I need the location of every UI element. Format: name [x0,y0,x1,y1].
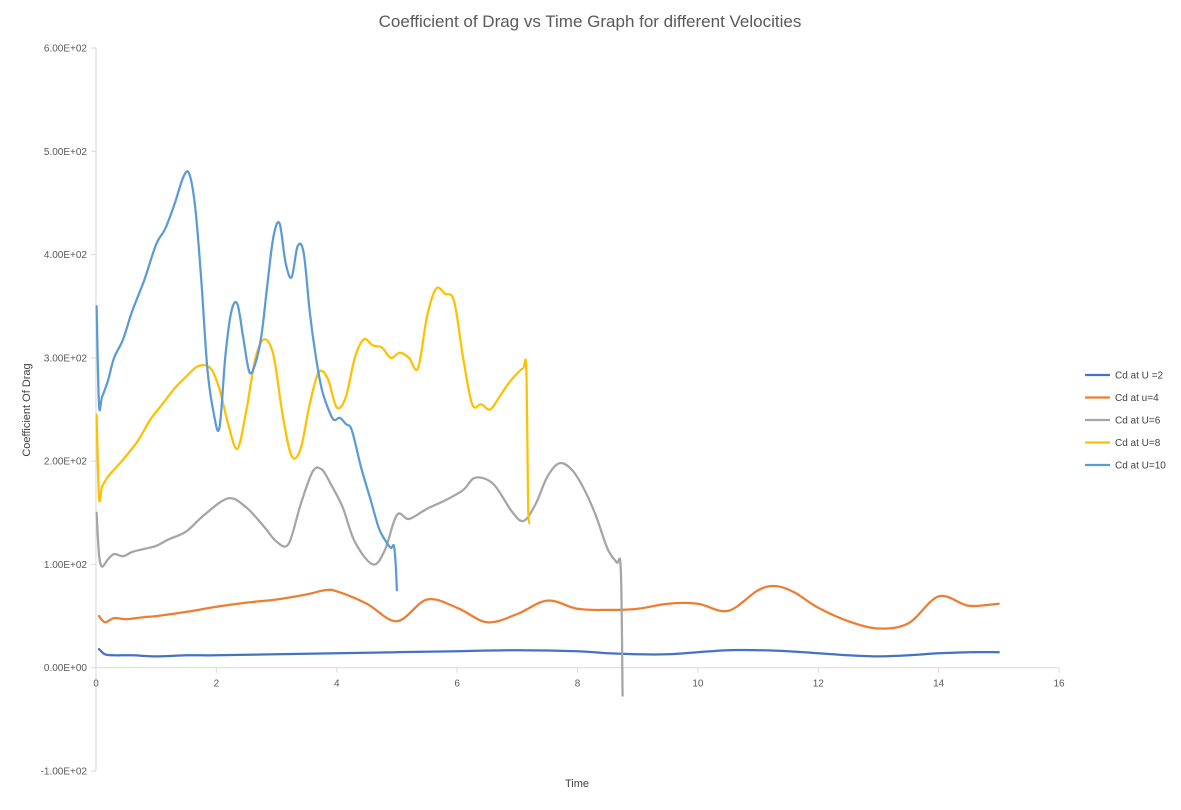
series-line-cd-at-u-10 [95,170,399,592]
series-line-cd-at-u-8 [95,286,531,525]
legend: Cd at U =2 Cd at u=4 Cd at U=6 Cd at U=8 Cd … [1085,371,1166,472]
legend-label-cd-at-u-8: Cd at U=8 [1115,438,1161,449]
series-line-cd-at-u-4 [97,584,1000,630]
x-tick-label: 8 [575,679,581,690]
x-tick-label: 0 [93,679,99,690]
y-tick-label: 4.00E+02 [44,250,88,261]
x-tick-label: 4 [334,679,340,690]
series-line-cd-at-u-2 [97,647,1000,658]
y-axis-title: Coefficient Of Drag [21,363,33,456]
x-tick-label: 6 [454,679,460,690]
y-tick-label: 1.00E+02 [44,560,88,571]
x-tick-label: 2 [214,679,220,690]
series-layer [95,170,1000,697]
legend-label-cd-at-u-10: Cd at U=10 [1115,461,1166,472]
x-tick-label: 12 [813,679,825,690]
legend-label-cd-at-u-6: Cd at U=6 [1115,416,1161,427]
x-axis-title: Time [565,778,589,790]
x-tick-label: 16 [1053,679,1065,690]
y-tick-label: -1.00E+02 [41,767,88,778]
axes: -1.00E+02 0.00E+00 1.00E+02 2.00E+02 3.00E+0… [41,44,1065,778]
legend-label-cd-at-u-4: Cd at u=4 [1115,393,1159,404]
x-tick-label: 10 [692,679,704,690]
y-tick-label: 2.00E+02 [44,457,88,468]
x-tick-label: 14 [933,679,945,690]
series-line-cd-at-u-6 [95,461,624,697]
chart-title: Coefficient of Drag vs Time Graph for di… [379,12,802,31]
legend-label-cd-at-u-2: Cd at U =2 [1115,371,1164,382]
y-tick-label: 0.00E+00 [44,663,88,674]
y-tick-label: 6.00E+02 [44,44,88,55]
y-tick-label: 3.00E+02 [44,353,88,364]
y-tick-label: 5.00E+02 [44,147,88,158]
